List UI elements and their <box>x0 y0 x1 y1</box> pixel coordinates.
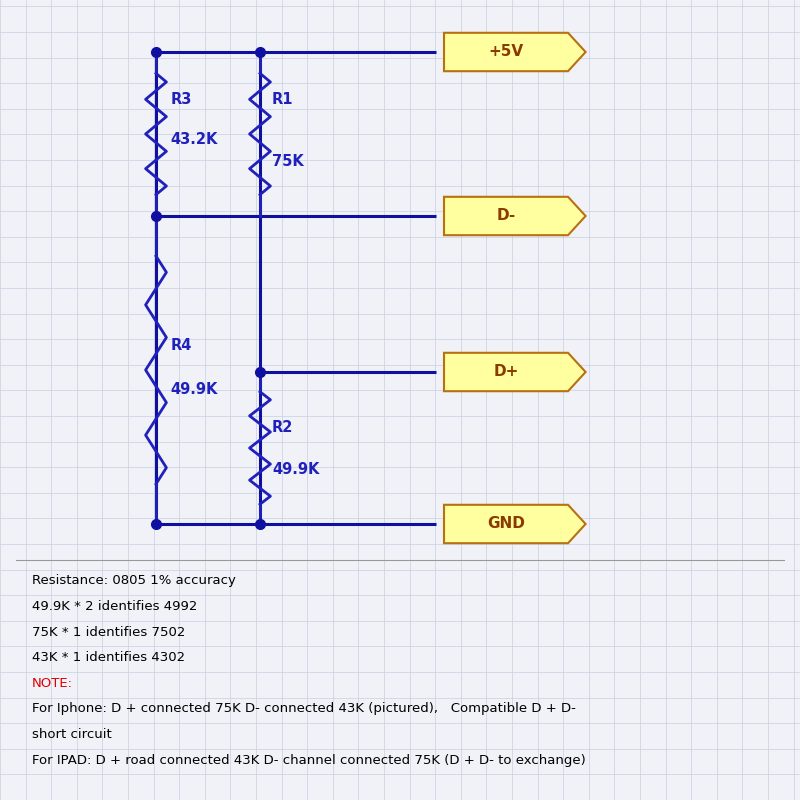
Text: R4: R4 <box>170 338 192 353</box>
Polygon shape <box>444 33 586 71</box>
Text: short circuit: short circuit <box>32 728 112 741</box>
Text: 75K: 75K <box>272 154 304 169</box>
Text: R2: R2 <box>272 420 294 435</box>
Text: R1: R1 <box>272 91 294 106</box>
Text: D-: D- <box>496 209 516 223</box>
Polygon shape <box>444 197 586 235</box>
Text: 43K * 1 identifies 4302: 43K * 1 identifies 4302 <box>32 651 185 664</box>
Text: Resistance: 0805 1% accuracy: Resistance: 0805 1% accuracy <box>32 574 236 587</box>
Text: R3: R3 <box>170 91 192 106</box>
Text: D+: D+ <box>494 365 518 379</box>
Text: 43.2K: 43.2K <box>170 131 218 146</box>
Text: 49.9K: 49.9K <box>170 382 218 397</box>
Text: 49.9K * 2 identifies 4992: 49.9K * 2 identifies 4992 <box>32 600 198 613</box>
Text: NOTE:: NOTE: <box>32 677 73 690</box>
Text: +5V: +5V <box>489 45 523 59</box>
Text: 75K * 1 identifies 7502: 75K * 1 identifies 7502 <box>32 626 186 638</box>
Text: For Iphone: D + connected 75K D- connected 43K (pictured),   Compatible D + D-: For Iphone: D + connected 75K D- connect… <box>32 702 576 715</box>
Polygon shape <box>444 353 586 391</box>
Polygon shape <box>444 505 586 543</box>
Text: 49.9K: 49.9K <box>272 462 319 478</box>
Text: GND: GND <box>487 517 525 531</box>
Text: For IPAD: D + road connected 43K D- channel connected 75K (D + D- to exchange): For IPAD: D + road connected 43K D- chan… <box>32 754 586 766</box>
